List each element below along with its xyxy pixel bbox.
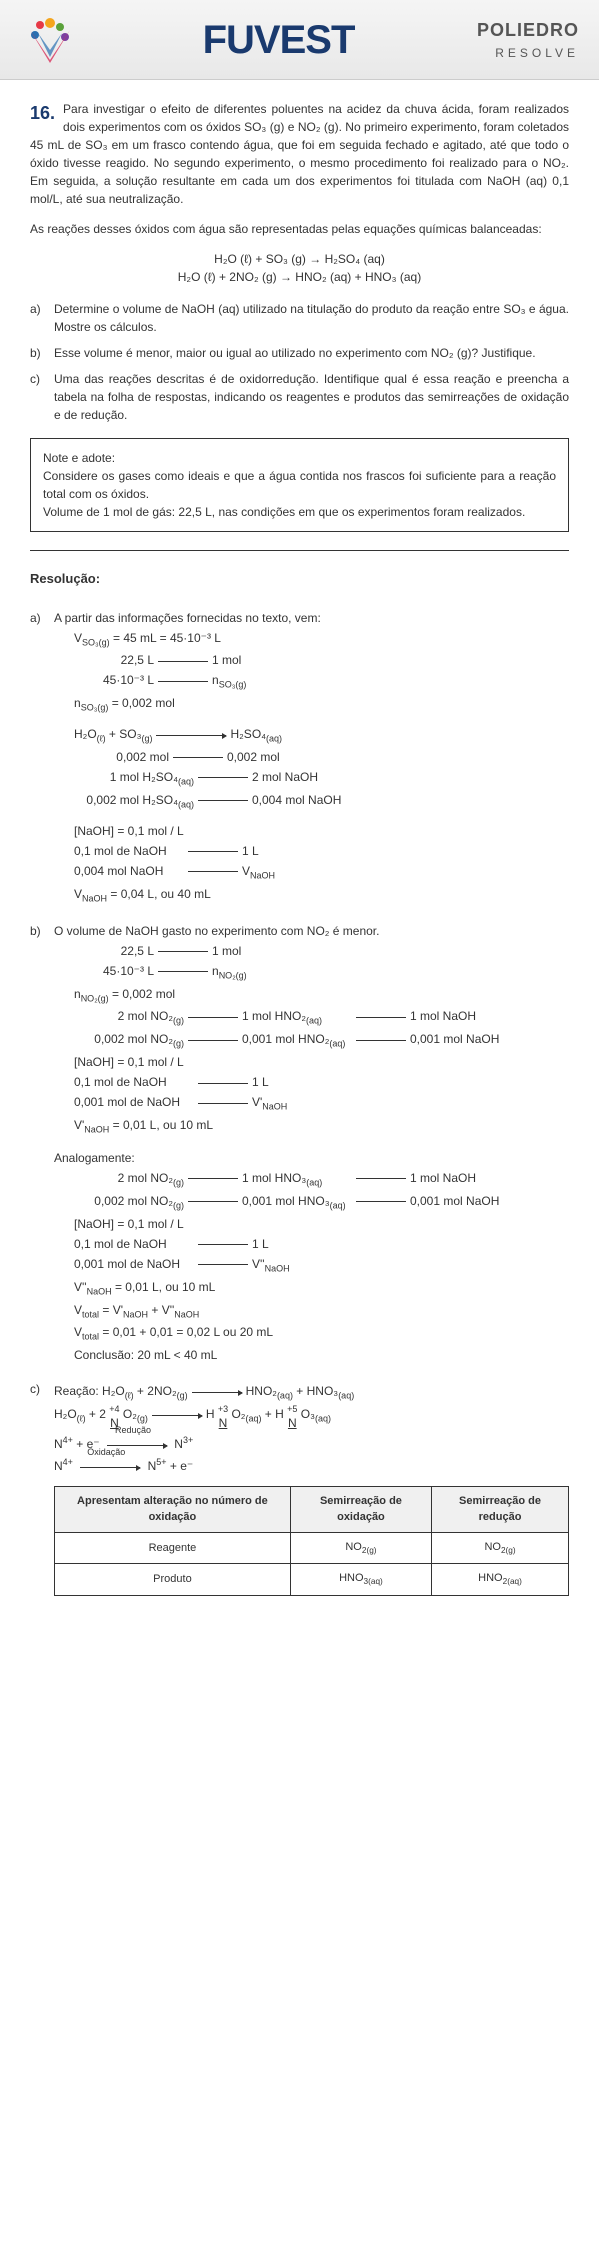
- calc-line: 0,002 mol NO₂(g)0,001 mol HNO₃(aq)0,001 …: [74, 1192, 569, 1213]
- equation-2: H₂O (ℓ) + 2NO₂ (g) → HNO₂ (aq) + HNO₃ (a…: [30, 268, 569, 286]
- res-label: a): [30, 609, 54, 908]
- equation-block: H₂O (ℓ) + SO₃ (g) → H₂SO₄ (aq) H₂O (ℓ) +…: [30, 250, 569, 286]
- publisher-logo: POLIEDRO RESOLVE: [477, 17, 579, 62]
- calc-line: 0,002 mol0,002 mol: [74, 748, 569, 766]
- table-cell: Produto: [55, 1564, 291, 1596]
- calc-line: nNO₂(g) = 0,002 mol: [74, 985, 569, 1006]
- note-line: Volume de 1 mol de gás: 22,5 L, nas cond…: [43, 503, 556, 521]
- res-intro: A partir das informações fornecidas no t…: [54, 609, 569, 627]
- calc-line: nSO₃(g) = 0,002 mol: [74, 694, 569, 715]
- item-text: Uma das reações descritas é de oxidorred…: [54, 370, 569, 424]
- calc-line: 45·10⁻³ LnSO₃(g): [74, 671, 569, 692]
- note-box: Note e adote: Considere os gases como id…: [30, 438, 569, 532]
- brand-title: FUVEST: [203, 10, 355, 70]
- calc-reaction: Reação: H₂O(ℓ) + 2NO₂(g)HNO₂(aq) + HNO₃(…: [54, 1382, 569, 1403]
- resolution-title: Resolução:: [30, 569, 569, 589]
- calc-line: 0,001 mol de NaOHV''NaOH: [74, 1255, 569, 1276]
- table-row: Produto HNO3(aq) HNO2(aq): [55, 1564, 569, 1596]
- resolution-c: c) Reação: H₂O(ℓ) + 2NO₂(g)HNO₂(aq) + HN…: [30, 1380, 569, 1596]
- calc-line: Vtotal = V'NaOH + V''NaOH: [74, 1301, 569, 1322]
- divider: [30, 550, 569, 551]
- calc-line: 0,001 mol de NaOHV'NaOH: [74, 1093, 569, 1114]
- note-line: Note e adote:: [43, 449, 556, 467]
- question-block: 16. Para investigar o efeito de diferent…: [30, 100, 569, 208]
- calc-line: H₂O(ℓ) + SO₃(g)H₂SO₄(aq): [74, 725, 569, 746]
- calc-line: 0,004 mol NaOHVNaOH: [74, 862, 569, 883]
- resolution-b: b) O volume de NaOH gasto no experimento…: [30, 922, 569, 1367]
- item-label: c): [30, 370, 54, 424]
- item-b: b) Esse volume é menor, maior ou igual a…: [30, 344, 569, 362]
- item-c: c) Uma das reações descritas é de oxidor…: [30, 370, 569, 424]
- redox-table: Apresentam alteração no número de oxidaç…: [54, 1486, 569, 1596]
- table-row: Reagente NO2(g) NO2(g): [55, 1532, 569, 1564]
- table-cell: HNO3(aq): [290, 1564, 431, 1596]
- question-text2: As reações desses óxidos com água são re…: [30, 220, 569, 238]
- table-cell: Reagente: [55, 1532, 291, 1564]
- calc-line: Vtotal = 0,01 + 0,01 = 0,02 L ou 20 mL: [74, 1323, 569, 1344]
- calc-line: 1 mol H₂SO₄(aq)2 mol NaOH: [74, 768, 569, 789]
- calc-line: 0,002 mol NO₂(g)0,001 mol HNO₂(aq)0,001 …: [74, 1030, 569, 1051]
- calc-line: 0,1 mol de NaOH1 L: [74, 1073, 569, 1091]
- calc-line: 0,1 mol de NaOH1 L: [74, 842, 569, 860]
- table-cell: NO2(g): [290, 1532, 431, 1564]
- equation-1: H₂O (ℓ) + SO₃ (g) → H₂SO₄ (aq): [30, 250, 569, 268]
- calc-line: 22,5 L1 mol: [74, 942, 569, 960]
- res-body: Reação: H₂O(ℓ) + 2NO₂(g)HNO₂(aq) + HNO₃(…: [54, 1380, 569, 1596]
- table-header: Semirreação de redução: [432, 1486, 569, 1532]
- calc-line: VSO₃(g)V_SO3(g) = 45 mL = 45·10⁻³ L = 45…: [74, 629, 569, 650]
- item-text: Esse volume é menor, maior ou igual ao u…: [54, 344, 569, 362]
- table-cell: HNO2(aq): [432, 1564, 569, 1596]
- table-header: Semirreação de oxidação: [290, 1486, 431, 1532]
- content-area: 16. Para investigar o efeito de diferent…: [0, 80, 599, 1630]
- res-body: A partir das informações fornecidas no t…: [54, 609, 569, 908]
- calc-line: VNaOH = 0,04 L, ou 40 mL: [74, 885, 569, 906]
- publisher-line1: POLIEDRO: [477, 17, 579, 44]
- calc-line: [NaOH] = 0,1 mol / L: [74, 1215, 569, 1233]
- item-label: a): [30, 300, 54, 336]
- calc-subtitle: Analogamente:: [54, 1149, 569, 1167]
- calc-line: 45·10⁻³ LnNO₂(g): [74, 962, 569, 983]
- res-label: c): [30, 1380, 54, 1596]
- logo-icon: [20, 15, 80, 65]
- calc-oxidation: N4+ Oxidação N5+ + e⁻: [54, 1456, 569, 1476]
- page-header: FUVEST POLIEDRO RESOLVE: [0, 0, 599, 80]
- question-number: 16.: [30, 100, 55, 127]
- res-label: b): [30, 922, 54, 1367]
- table-cell: NO2(g): [432, 1532, 569, 1564]
- res-body: O volume de NaOH gasto no experimento co…: [54, 922, 569, 1367]
- resolution-a: a) A partir das informações fornecidas n…: [30, 609, 569, 908]
- calc-line: V'NaOH = 0,01 L, ou 10 mL: [74, 1116, 569, 1137]
- item-label: b): [30, 344, 54, 362]
- calc-conclusion: Conclusão: 20 mL < 40 mL: [74, 1346, 569, 1364]
- calc-line: 22,5 L1 mol: [74, 651, 569, 669]
- table-header: Apresentam alteração no número de oxidaç…: [55, 1486, 291, 1532]
- item-text: Determine o volume de NaOH (aq) utilizad…: [54, 300, 569, 336]
- calc-line: 0,002 mol H₂SO₄(aq)0,004 mol NaOH: [74, 791, 569, 812]
- calc-line: 2 mol NO₂(g)1 mol HNO₂(aq)1 mol NaOH: [74, 1007, 569, 1028]
- publisher-line2: RESOLVE: [477, 44, 579, 62]
- calc-line: [NaOH] = 0,1 mol / L: [74, 822, 569, 840]
- note-line: Considere os gases como ideais e que a á…: [43, 467, 556, 503]
- calc-line: V''NaOH = 0,01 L, ou 10 mL: [74, 1278, 569, 1299]
- calc-line: 0,1 mol de NaOH1 L: [74, 1235, 569, 1253]
- res-intro: O volume de NaOH gasto no experimento co…: [54, 922, 569, 940]
- calc-line: [NaOH] = 0,1 mol / L: [74, 1053, 569, 1071]
- item-a: a) Determine o volume de NaOH (aq) utili…: [30, 300, 569, 336]
- question-text: Para investigar o efeito de diferentes p…: [30, 102, 569, 206]
- calc-line: 2 mol NO₂(g)1 mol HNO₃(aq)1 mol NaOH: [74, 1169, 569, 1190]
